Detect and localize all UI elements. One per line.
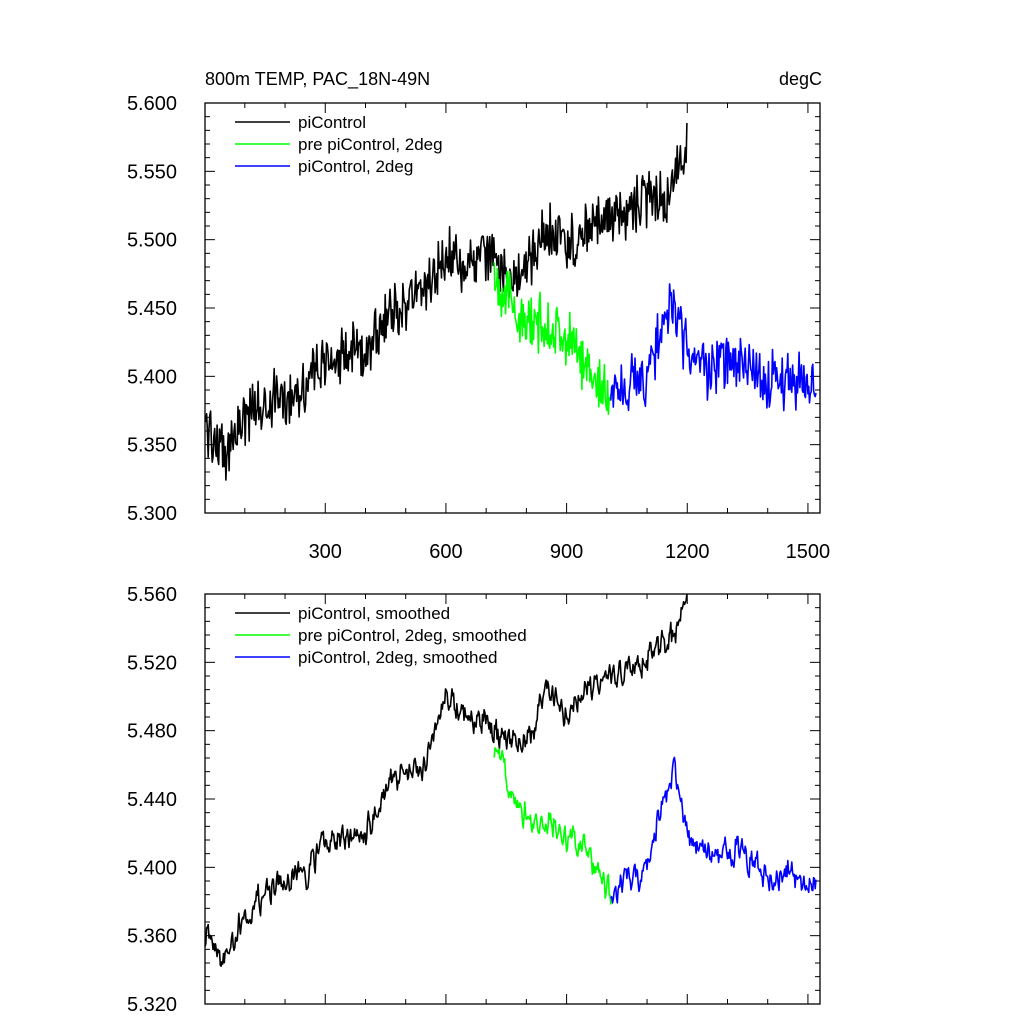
- series-line: [610, 756, 817, 904]
- y-tick-label: 5.450: [127, 298, 177, 320]
- y-tick-label: 5.360: [127, 926, 177, 948]
- legend-label: piControl: [298, 113, 366, 132]
- y-tick-label: 5.560: [127, 584, 177, 606]
- y-tick-label: 5.320: [127, 994, 177, 1016]
- y-tick-label: 5.300: [127, 503, 177, 525]
- y-tick-label: 5.500: [127, 230, 177, 252]
- y-tick-label: 5.520: [127, 652, 177, 674]
- x-tick-label: 600: [429, 541, 462, 563]
- legend-label: piControl, 2deg: [298, 157, 413, 176]
- y-tick-label: 5.600: [127, 93, 177, 115]
- series-line: [204, 122, 688, 481]
- series-line: [493, 262, 612, 416]
- x-tick-label: 1500: [786, 541, 831, 563]
- y-tick-label: 5.400: [127, 857, 177, 879]
- y-tick-label: 5.440: [127, 789, 177, 811]
- legend-label: piControl, smoothed: [298, 604, 450, 623]
- x-tick-label: 300: [309, 541, 342, 563]
- panel-bottom: 5.320 5.360 5.400 5.440 5.480 5.520 5.560 piCon…: [127, 584, 821, 1016]
- y-tick-label: 5.400: [127, 366, 177, 388]
- legend-label: pre piControl, 2deg, smoothed: [298, 626, 527, 645]
- chart-title: 800m TEMP, PAC_18N-49N: [205, 69, 430, 90]
- chart-units: degC: [779, 69, 822, 89]
- panel-top: 300 600 900 1200 1500 5.300 5.350 5.400 5.450 5.5…: [127, 93, 830, 563]
- y-tick-label: 5.550: [127, 161, 177, 183]
- x-tick-label: 900: [550, 541, 583, 563]
- series-line: [204, 593, 688, 967]
- x-tick-label: 1200: [665, 541, 710, 563]
- legend-label: pre piControl, 2deg: [298, 135, 443, 154]
- legend-label: piControl, 2deg, smoothed: [298, 648, 497, 667]
- y-tick-label: 5.480: [127, 721, 177, 743]
- series-line: [610, 283, 817, 412]
- y-tick-label: 5.350: [127, 435, 177, 457]
- series-line: [493, 747, 612, 905]
